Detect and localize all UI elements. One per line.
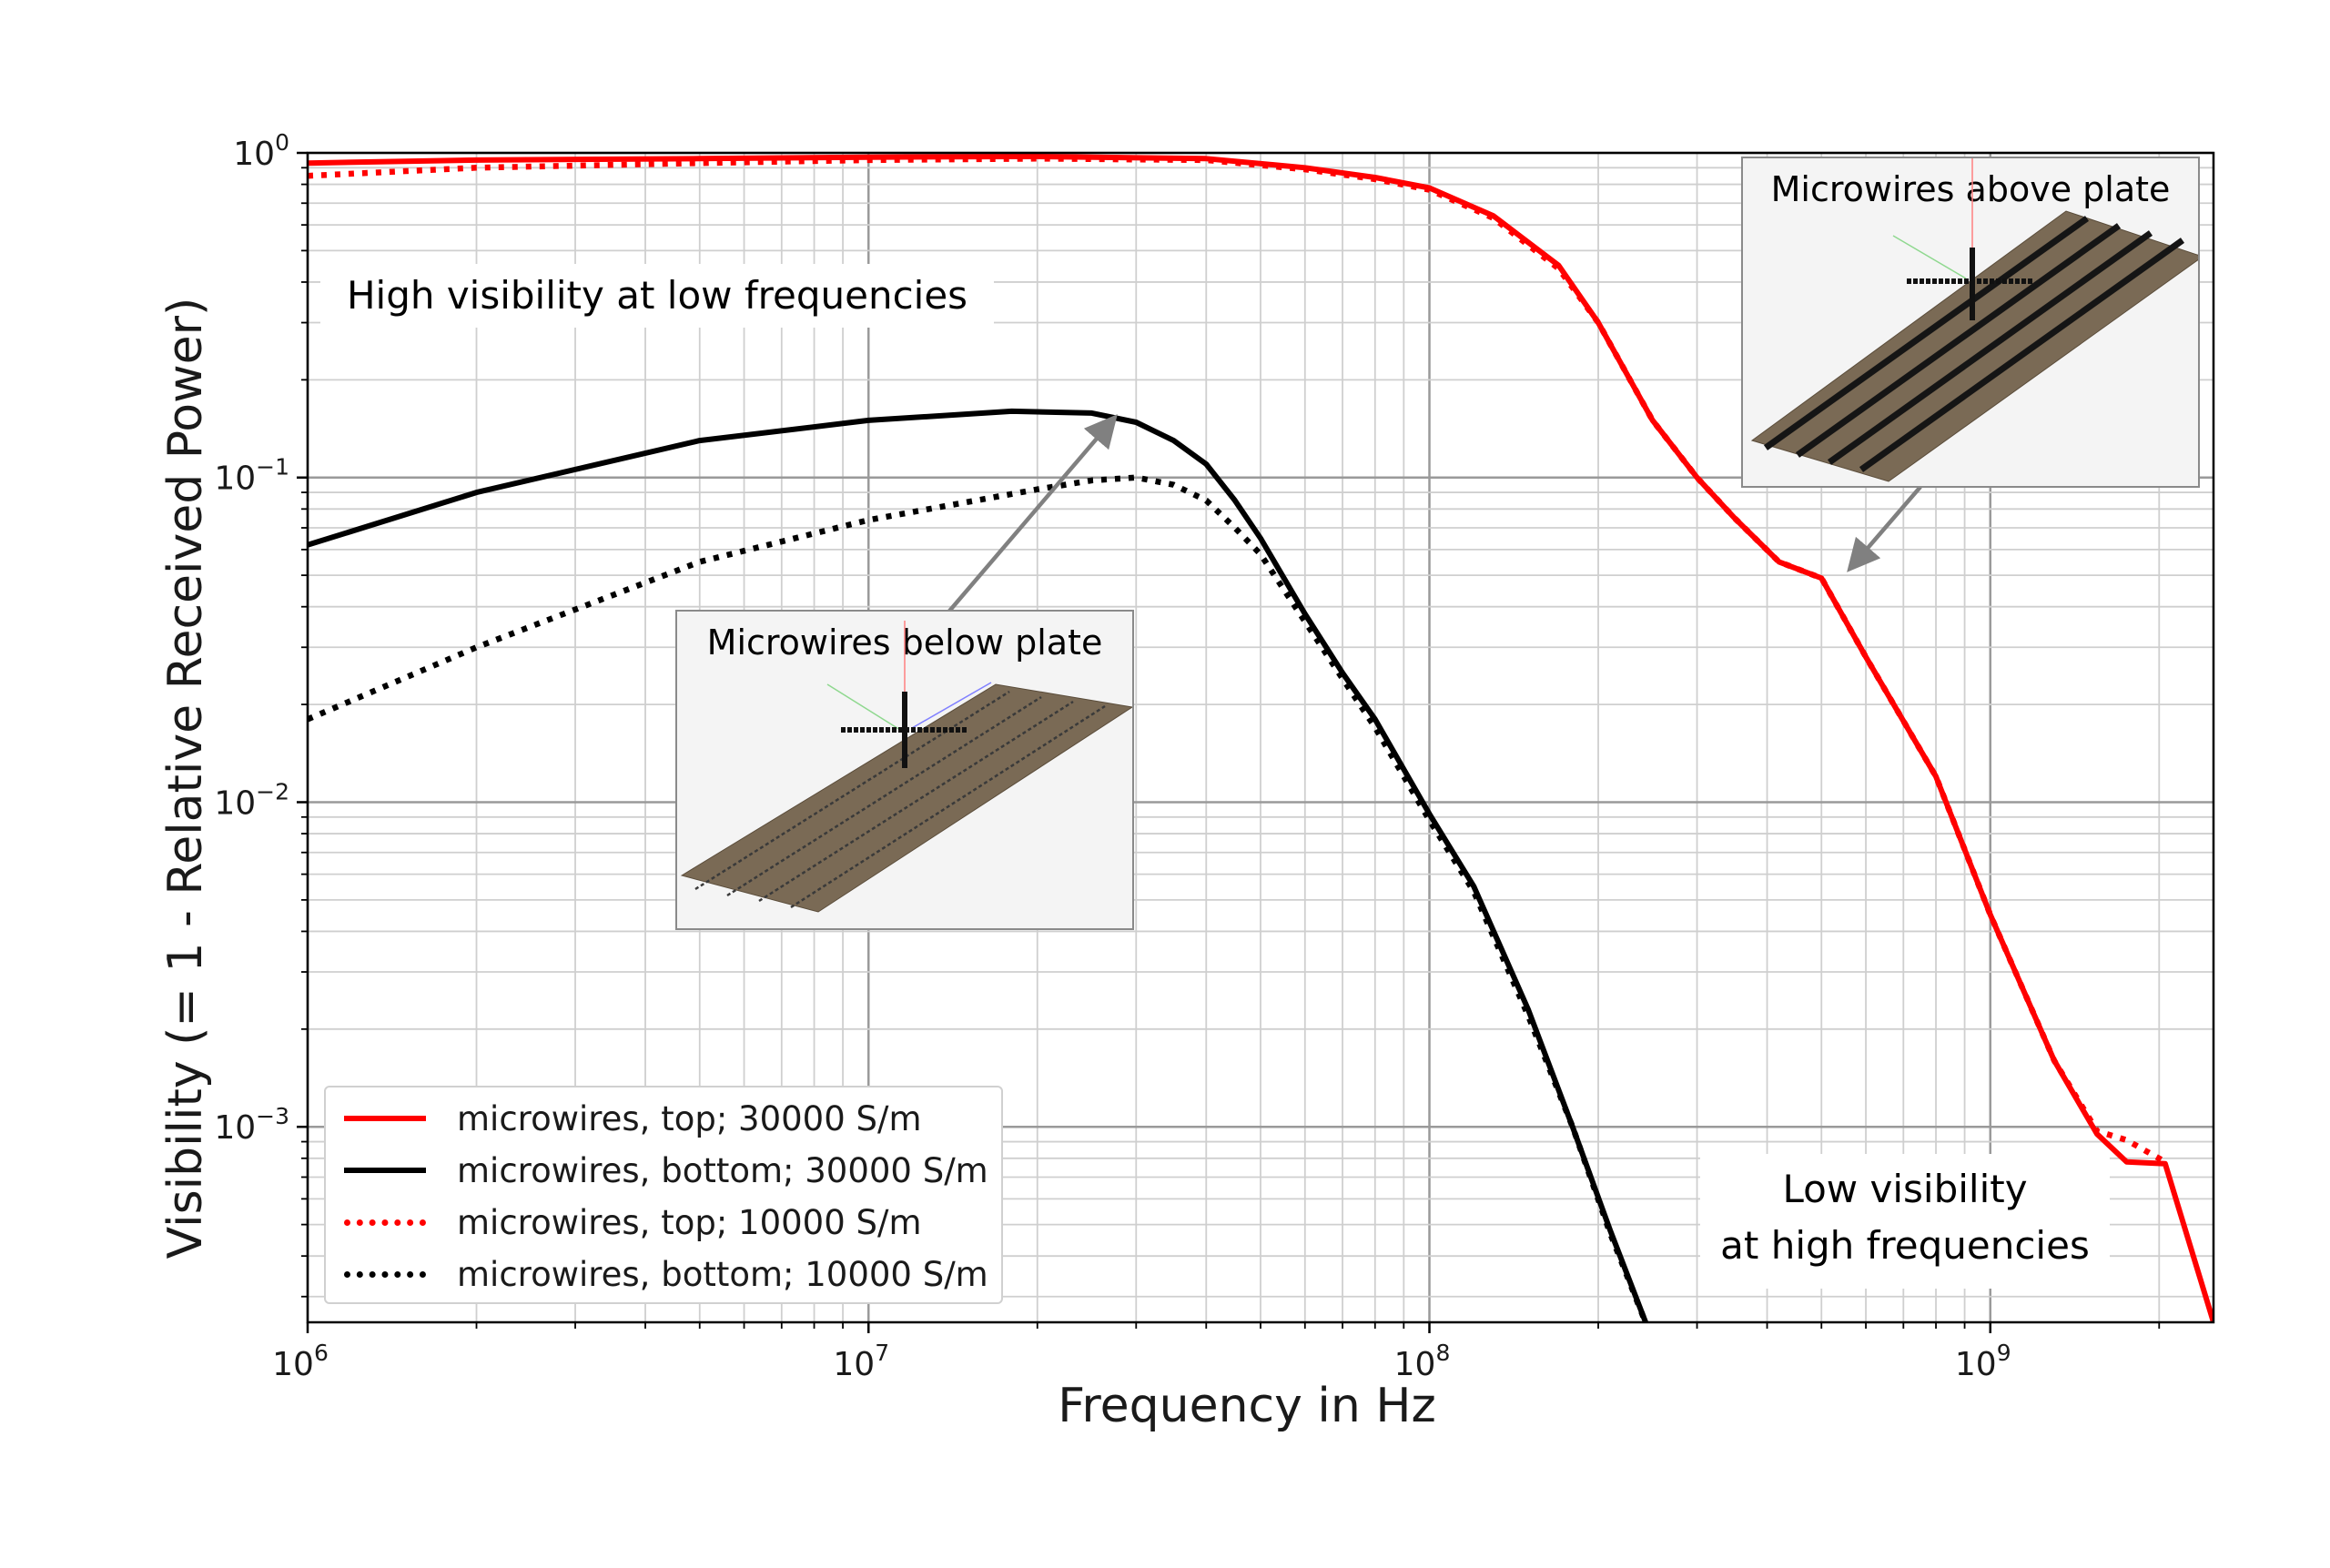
high-visibility-text: High visibility at low frequencies bbox=[346, 273, 968, 318]
x-tick-exponent: 7 bbox=[875, 1340, 889, 1366]
legend-swatch-red-dotted bbox=[344, 1219, 426, 1226]
legend-swatch-red-solid bbox=[344, 1116, 426, 1121]
y-tick-label: 10−2 bbox=[214, 778, 289, 822]
y-tick-exponent: −1 bbox=[256, 454, 289, 481]
legend-item: microwires, bottom; 10000 S/m bbox=[344, 1249, 988, 1300]
legend-label: microwires, top; 30000 S/m bbox=[457, 1098, 922, 1138]
x-tick-exponent: 9 bbox=[1997, 1340, 2011, 1366]
series-line-4 bbox=[308, 474, 1649, 1322]
x-tick-label: 107 bbox=[833, 1340, 889, 1383]
y-tick-exponent: 0 bbox=[275, 129, 289, 156]
y-tick-exponent: −2 bbox=[256, 778, 289, 804]
legend-label: microwires, bottom; 30000 S/m bbox=[457, 1150, 988, 1190]
arrow-layer bbox=[945, 414, 1922, 616]
legend-item: microwires, bottom; 30000 S/m bbox=[344, 1145, 988, 1196]
inset-above-title: Microwires above plate bbox=[1770, 169, 2171, 209]
x-axis-title: Frequency in Hz bbox=[1058, 1379, 1436, 1433]
legend-item: microwires, top; 30000 S/m bbox=[344, 1093, 922, 1144]
series-line-2 bbox=[308, 408, 1649, 1322]
inset-microwires-above-plate: Microwires above plate bbox=[1741, 157, 2200, 488]
low-visibility-line-1: Low visibility bbox=[1782, 1167, 2028, 1211]
x-tick-label: 108 bbox=[1394, 1340, 1451, 1383]
low-visibility-annotation: Low visibility at high frequencies bbox=[1700, 1154, 2110, 1289]
tick-layer: 106 107 108 109 100 10−1 10−2 10−3 bbox=[214, 129, 2161, 1383]
y-tick-label: 100 bbox=[233, 129, 289, 173]
arrow-to-bottom-curve bbox=[945, 414, 1118, 616]
plate-illustration-below bbox=[680, 621, 1132, 913]
plate-illustration-above bbox=[1750, 158, 2198, 482]
y-tick-label: 10−1 bbox=[214, 454, 289, 498]
high-visibility-annotation: High visibility at low frequencies bbox=[320, 264, 994, 328]
legend-swatch-black-dotted bbox=[344, 1270, 426, 1278]
x-tick-exponent: 6 bbox=[314, 1340, 329, 1366]
y-tick-label: 10−3 bbox=[214, 1103, 289, 1147]
legend-label: microwires, top; 10000 S/m bbox=[457, 1202, 922, 1242]
legend-label: microwires, bottom; 10000 S/m bbox=[457, 1254, 988, 1294]
y-axis-title: Visibility (= 1 - Relative Received Powe… bbox=[158, 297, 213, 1259]
x-tick-label: 109 bbox=[1955, 1340, 2011, 1383]
series-layer bbox=[308, 153, 2214, 1322]
x-tick-exponent: 8 bbox=[1435, 1340, 1450, 1366]
legend-swatch-black-solid bbox=[344, 1168, 426, 1173]
legend: microwires, top; 30000 S/m microwires, b… bbox=[324, 1086, 1003, 1304]
arrow-to-top-curve bbox=[1847, 485, 1922, 572]
inset-microwires-below-plate: Microwires below plate bbox=[675, 610, 1134, 930]
y-tick-exponent: −3 bbox=[256, 1103, 289, 1129]
x-tick-label: 106 bbox=[272, 1340, 329, 1383]
legend-item: microwires, top; 10000 S/m bbox=[344, 1197, 922, 1248]
low-visibility-line-2: at high frequencies bbox=[1720, 1223, 2090, 1268]
